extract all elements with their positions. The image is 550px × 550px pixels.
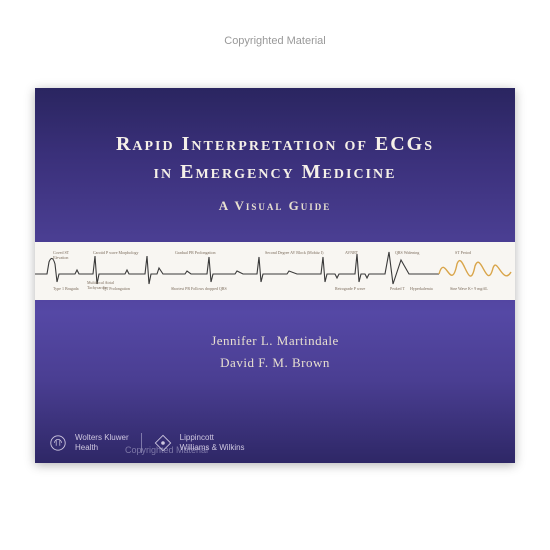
ecg-annotation: Carotid P wave Morphology bbox=[93, 250, 139, 255]
ecg-annotation: QT Prolongation bbox=[103, 286, 130, 291]
author-2: David F. M. Brown bbox=[35, 352, 515, 374]
brand1-sub: Health bbox=[75, 443, 98, 452]
book-cover: Rapid Interpretation of ECGs in Emergenc… bbox=[35, 88, 515, 463]
ecg-annotation: Retrograde P wave bbox=[335, 286, 366, 291]
ecg-annotation: AVNRT bbox=[345, 250, 359, 255]
authors-block: Jennifer L. Martindale David F. M. Brown bbox=[35, 330, 515, 374]
author-1: Jennifer L. Martindale bbox=[35, 330, 515, 352]
watermark-bottom: Copyrighted Material bbox=[125, 445, 208, 455]
ecg-annotation: Elevation bbox=[53, 255, 68, 260]
brand2-line1: Lippincott bbox=[180, 433, 214, 442]
watermark-top: Copyrighted Material bbox=[224, 35, 326, 47]
ecg-annotation: Peaked T bbox=[390, 286, 405, 291]
publisher-brand-1: Wolters Kluwer Health bbox=[75, 433, 129, 452]
title-line-2: in Emergency Medicine bbox=[35, 158, 515, 186]
ecg-annotation: Sine Wave K+ 9 mg/dL bbox=[450, 286, 488, 291]
ecg-annotation: Type 1 Brugada bbox=[53, 286, 79, 291]
title-line-1: Rapid Interpretation of ECGs bbox=[35, 130, 515, 158]
ecg-strip: Coved STElevationCarotid P wave Morpholo… bbox=[35, 242, 515, 300]
ecg-annotation: Tachycardia bbox=[87, 285, 107, 290]
ecg-highlight bbox=[439, 260, 511, 275]
wolters-kluwer-logo-icon bbox=[49, 434, 67, 452]
ecg-annotations: Coved STElevationCarotid P wave Morpholo… bbox=[53, 250, 488, 291]
ecg-annotation: ST Period bbox=[455, 250, 471, 255]
title-block: Rapid Interpretation of ECGs in Emergenc… bbox=[35, 88, 515, 214]
ecg-svg: Coved STElevationCarotid P wave Morpholo… bbox=[35, 242, 515, 300]
ecg-annotation: Second Degree AV Block (Mobitz I) bbox=[265, 250, 324, 255]
ecg-annotation: Hyperkalemia bbox=[410, 286, 433, 291]
ecg-annotation: QRS Widening bbox=[395, 250, 419, 255]
brand1-name: Wolters Kluwer bbox=[75, 433, 129, 442]
ecg-annotation: Gradual PR Prolongation bbox=[175, 250, 215, 255]
publisher-block: Wolters Kluwer Health Lippincott William… bbox=[49, 433, 501, 453]
ecg-annotation: Shortest PR Follows dropped QRS bbox=[171, 286, 227, 291]
subtitle: A Visual Guide bbox=[35, 198, 515, 214]
